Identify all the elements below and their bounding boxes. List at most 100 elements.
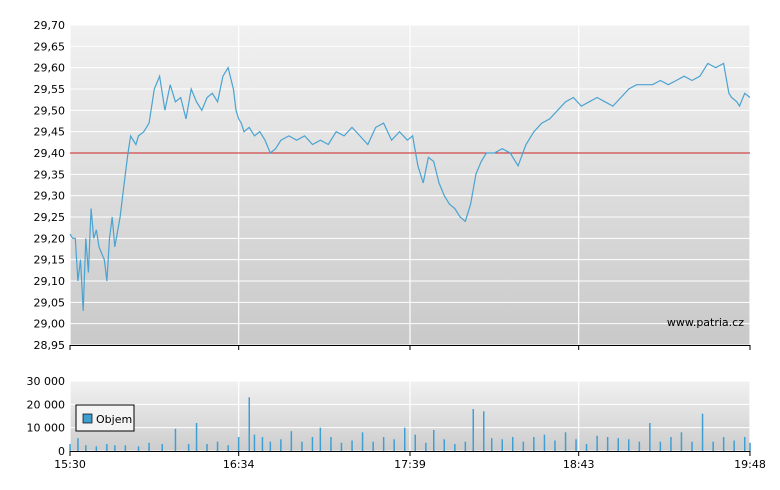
price-y-tick-label: 29,05	[34, 296, 66, 309]
volume-bar	[319, 427, 322, 451]
volume-bar	[491, 438, 493, 451]
price-y-tick-label: 29,10	[34, 275, 66, 288]
volume-bar	[512, 437, 514, 451]
volume-bar	[361, 432, 364, 451]
volume-bar	[585, 444, 588, 451]
volume-bar	[733, 440, 735, 451]
price-panel: 29,70 29,65 29,60 29,55 29,50 29,45 29,40 29,35…	[34, 19, 751, 352]
volume-bar	[712, 441, 714, 451]
volume-bar	[253, 434, 256, 451]
volume-bar	[161, 444, 163, 451]
volume-bar	[483, 411, 485, 451]
watermark: www.patria.cz	[667, 316, 744, 329]
volume-bar	[670, 437, 672, 451]
volume-y-tick-label: 0	[58, 445, 65, 458]
volume-y-tick-label: 10 000	[27, 422, 66, 435]
volume-bar	[237, 437, 240, 451]
volume-bar	[701, 413, 704, 451]
volume-y-tick-label: 20 000	[27, 398, 66, 411]
volume-bar	[533, 437, 535, 451]
volume-bar	[206, 444, 208, 451]
volume-bar	[174, 428, 177, 451]
volume-bar	[290, 431, 293, 451]
price-y-tick-label: 28,95	[34, 339, 66, 352]
price-y-tick-label: 29,30	[34, 190, 66, 203]
volume-bar	[617, 438, 619, 451]
volume-bar	[464, 441, 467, 451]
price-y-tick-label: 29,15	[34, 254, 66, 267]
volume-bar	[77, 438, 79, 451]
price-x-ticks	[69, 345, 751, 350]
x-tick-label: 18:43	[563, 458, 595, 471]
volume-bar	[261, 437, 264, 451]
volume-bar	[187, 444, 190, 451]
volume-bar	[124, 445, 127, 451]
volume-bar	[216, 441, 219, 451]
volume-y-tick-label: 30 000	[27, 375, 66, 388]
volume-bar	[404, 427, 406, 451]
volume-bar	[106, 444, 108, 451]
x-tick-label: 17:39	[394, 458, 426, 471]
price-y-tick-label: 29,70	[34, 19, 66, 32]
price-grid	[69, 24, 751, 346]
volume-bar	[351, 440, 353, 451]
volume-bar	[522, 441, 525, 451]
volume-bar	[330, 437, 332, 451]
volume-bar	[248, 397, 250, 451]
volume-bar	[606, 437, 609, 451]
price-y-tick-label: 29,00	[34, 318, 66, 331]
x-tick-label: 16:34	[223, 458, 255, 471]
volume-bar	[269, 441, 272, 451]
price-y-tick-label: 29,25	[34, 211, 66, 224]
volume-bar	[659, 441, 662, 451]
volume-bar	[311, 437, 314, 451]
volume-panel: 30 000 20 000 10 000 0 15:30 16:34 17:39 18:43…	[27, 375, 766, 471]
volume-bar	[575, 439, 577, 451]
volume-bar	[301, 441, 303, 451]
volume-x-ticks: 15:30 16:34 17:39 18:43 19:48	[54, 451, 766, 471]
volume-bar	[472, 409, 474, 451]
price-y-tick-label: 29,40	[34, 147, 66, 160]
volume-bar	[554, 440, 556, 451]
volume-bar	[137, 446, 140, 451]
volume-bar	[564, 432, 567, 451]
volume-bar	[433, 430, 435, 451]
volume-bar	[227, 445, 229, 451]
volume-bar	[85, 445, 87, 451]
volume-bar	[744, 437, 746, 451]
price-y-tick-label: 29,35	[34, 168, 66, 181]
volume-bar	[454, 444, 456, 451]
volume-bar	[596, 435, 598, 451]
volume-bar	[69, 444, 71, 451]
legend-label-objem: Objem	[96, 413, 132, 426]
price-y-tick-label: 29,45	[34, 126, 66, 139]
x-tick-label: 19:48	[734, 458, 766, 471]
volume-bar	[340, 442, 343, 451]
volume-bar	[443, 439, 445, 451]
volume-bar	[649, 423, 651, 451]
volume-bar	[749, 442, 751, 451]
price-y-tick-label: 29,65	[34, 40, 66, 53]
volume-bar	[691, 441, 693, 451]
price-y-axis: 29,70 29,65 29,60 29,55 29,50 29,45 29,40 29,35…	[34, 19, 66, 352]
price-y-tick-label: 29,50	[34, 104, 66, 117]
volume-bars	[69, 397, 751, 451]
volume-bar	[393, 439, 395, 451]
price-y-tick-label: 29,60	[34, 62, 66, 75]
volume-bar	[501, 439, 503, 451]
volume-bar	[114, 445, 116, 451]
volume-bar	[372, 441, 374, 451]
volume-bar	[195, 423, 198, 451]
volume-legend: Objem	[75, 404, 135, 432]
volume-bar	[382, 437, 385, 451]
volume-bar	[425, 442, 427, 451]
legend-swatch	[82, 413, 93, 424]
volume-bar	[638, 441, 641, 451]
volume-bar	[148, 442, 150, 451]
x-tick-label: 15:30	[54, 458, 86, 471]
volume-bar	[414, 434, 416, 451]
volume-bar	[543, 434, 546, 451]
volume-bar	[628, 439, 630, 451]
price-y-tick-label: 29,55	[34, 83, 66, 96]
